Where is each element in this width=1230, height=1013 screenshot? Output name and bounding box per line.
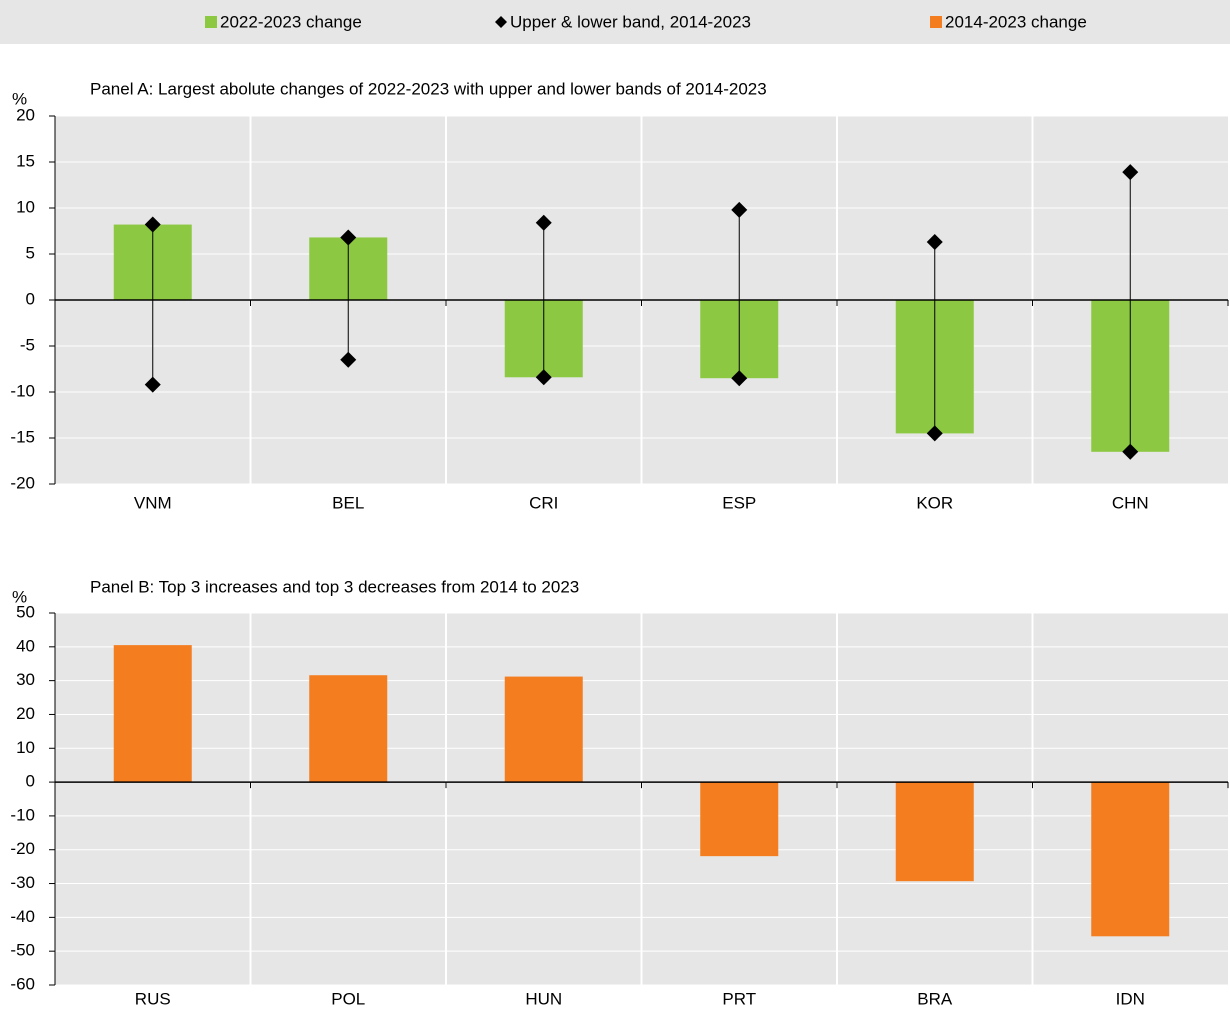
y-tick-label: -60 [10, 974, 35, 993]
x-tick-label: VNM [134, 493, 172, 512]
band-marker [926, 425, 943, 442]
y-tick-label: 0 [26, 289, 35, 308]
y-axis-label: % [12, 587, 27, 606]
y-tick-label: 20 [16, 105, 35, 124]
y-tick-label: -10 [10, 805, 35, 824]
y-tick-label: 10 [16, 197, 35, 216]
x-tick-label: RUS [135, 989, 171, 1008]
y-tick-label: -5 [20, 335, 35, 354]
y-tick-label: 50 [16, 602, 35, 621]
legend-label: 2022-2023 change [220, 12, 362, 31]
x-tick-label: PRT [722, 989, 756, 1008]
y-tick-label: -30 [10, 873, 35, 892]
y-tick-label: 0 [26, 772, 35, 791]
bar [1091, 782, 1170, 937]
band-marker [340, 351, 357, 368]
band-marker [144, 216, 161, 233]
legend-swatch [495, 16, 507, 28]
x-tick-label: KOR [916, 493, 953, 512]
legend-label: 2014-2023 change [945, 12, 1087, 31]
band-marker [340, 229, 357, 246]
bar [504, 676, 583, 783]
y-tick-label: 5 [26, 243, 35, 262]
panel-title: Panel B: Top 3 increases and top 3 decre… [90, 577, 579, 596]
bar [895, 782, 974, 882]
bar [113, 645, 192, 783]
band-marker [535, 214, 552, 231]
band-marker [731, 370, 748, 387]
bar [700, 782, 779, 857]
x-tick-label: ESP [722, 493, 756, 512]
x-tick-label: POL [331, 989, 365, 1008]
band-marker [1122, 443, 1139, 460]
y-tick-label: 15 [16, 151, 35, 170]
y-tick-label: -20 [10, 473, 35, 492]
y-tick-label: 30 [16, 670, 35, 689]
y-tick-label: 20 [16, 704, 35, 723]
band-marker [926, 234, 943, 251]
legend-label: Upper & lower band, 2014-2023 [510, 12, 751, 31]
legend-swatch [205, 16, 217, 28]
y-tick-label: -50 [10, 941, 35, 960]
x-tick-label: BRA [917, 989, 953, 1008]
panel-title: Panel A: Largest abolute changes of 2022… [90, 79, 767, 98]
legend-swatch [930, 16, 942, 28]
band-marker [144, 376, 161, 393]
x-tick-label: HUN [525, 989, 562, 1008]
y-tick-label: 40 [16, 636, 35, 655]
x-tick-label: CRI [529, 493, 558, 512]
y-tick-label: 10 [16, 738, 35, 757]
bar [309, 675, 388, 783]
x-tick-label: IDN [1116, 989, 1145, 1008]
x-tick-label: BEL [332, 493, 364, 512]
band-marker [1122, 164, 1139, 181]
y-tick-label: -15 [10, 427, 35, 446]
band-marker [731, 201, 748, 218]
x-tick-label: CHN [1112, 493, 1149, 512]
y-axis-label: % [12, 89, 27, 108]
y-tick-label: -20 [10, 839, 35, 858]
y-tick-label: -10 [10, 381, 35, 400]
band-marker [535, 369, 552, 386]
y-tick-label: -40 [10, 907, 35, 926]
